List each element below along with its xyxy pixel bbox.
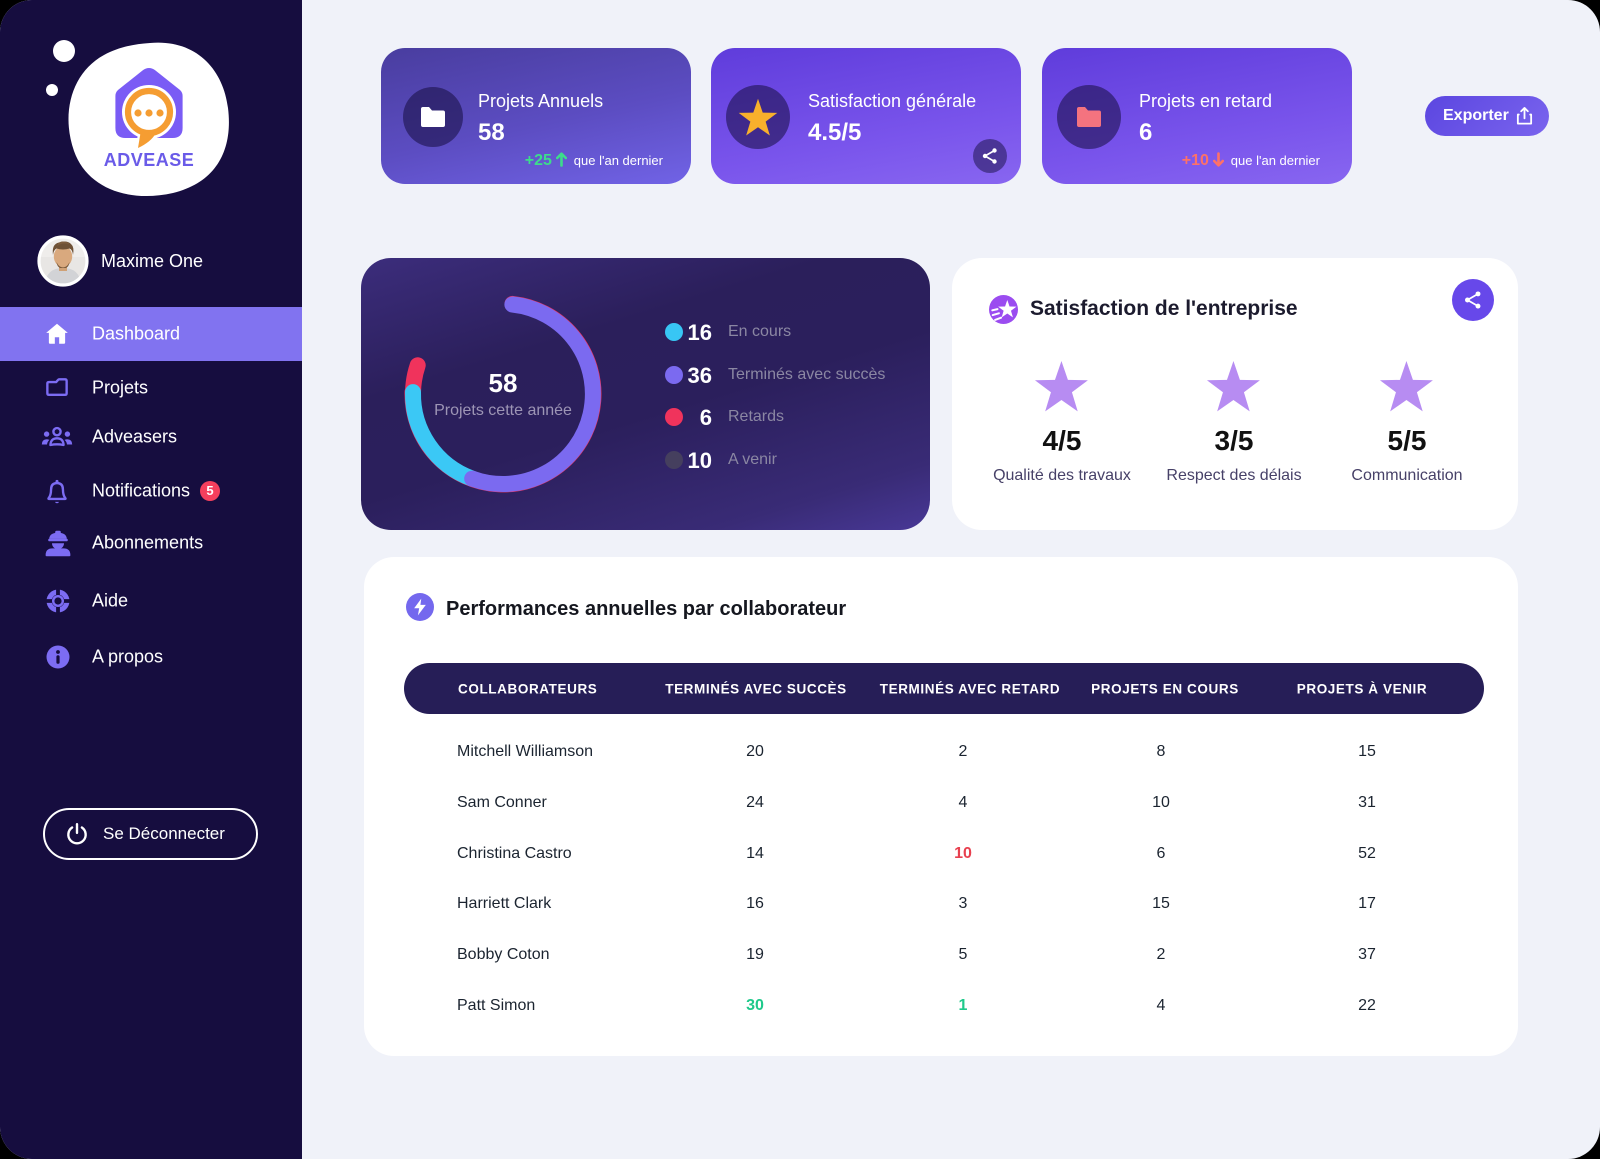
svg-text:ADVEASE: ADVEASE [104,150,195,170]
